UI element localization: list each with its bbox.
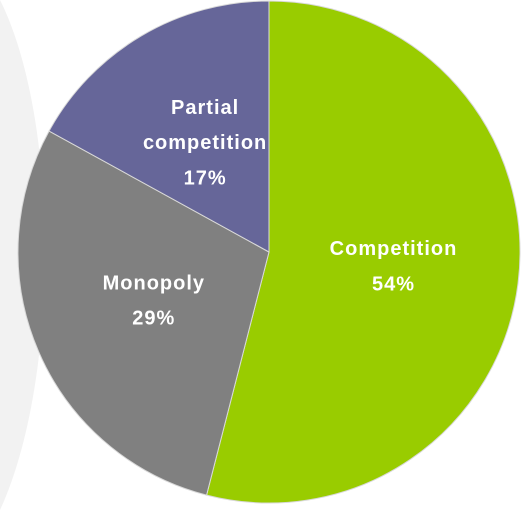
slice-value-label: 29%	[132, 308, 175, 330]
pie-slice	[205, 0, 521, 504]
slice-value-label: 17%	[184, 167, 227, 189]
slice-label: Monopoly	[103, 273, 205, 295]
slice-value-label: 54%	[372, 274, 415, 296]
slice-label: Partial competition	[143, 97, 267, 154]
pie-slice	[48, 0, 270, 253]
pie-slice	[17, 130, 270, 496]
slice-label: Competition	[330, 239, 458, 261]
